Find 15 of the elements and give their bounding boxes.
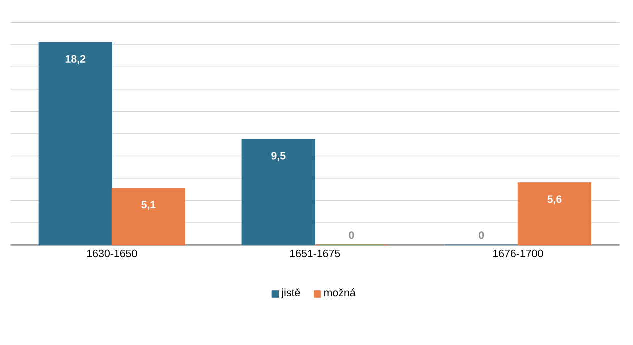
- x-tick-label: 1630-1650: [87, 250, 138, 258]
- legend-label: možná: [324, 288, 356, 297]
- data-label: 0: [479, 232, 484, 240]
- legend-label: jistě: [281, 288, 300, 299]
- data-label: 5,6: [548, 196, 562, 205]
- data-label: 18,2: [66, 55, 86, 64]
- x-tick-label: 1676-1700: [493, 250, 544, 258]
- bar: [112, 188, 186, 246]
- bar: [242, 139, 316, 246]
- bar: [518, 182, 592, 246]
- bar: [38, 42, 112, 246]
- data-label: 5,1: [142, 201, 156, 210]
- data-label: 9,5: [272, 152, 286, 162]
- x-tick-label: 1651-1675: [290, 250, 340, 258]
- data-label: 0: [349, 232, 354, 240]
